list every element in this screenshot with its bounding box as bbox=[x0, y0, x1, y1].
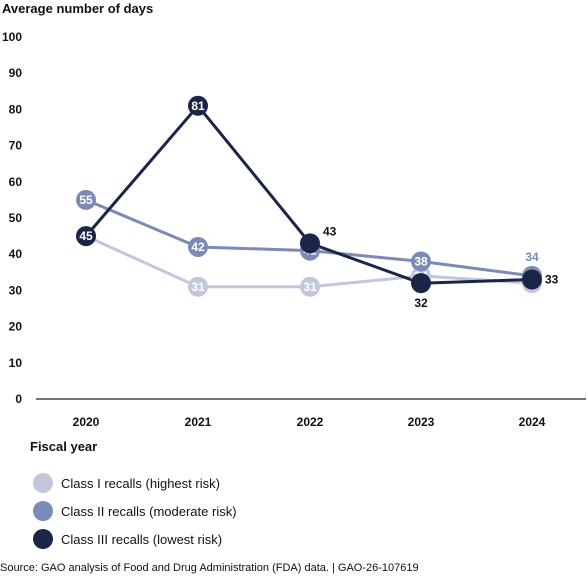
x-axis-title: Fiscal year bbox=[30, 439, 97, 454]
data-point bbox=[300, 276, 320, 297]
data-label: 45 bbox=[79, 229, 93, 243]
source-note: Source: GAO analysis of Food and Drug Ad… bbox=[0, 562, 419, 574]
data-label: 43 bbox=[323, 224, 337, 238]
data-label: 31 bbox=[303, 280, 317, 294]
y-tick-label: 0 bbox=[15, 392, 22, 406]
y-tick-label: 10 bbox=[9, 356, 23, 370]
data-point bbox=[188, 236, 208, 257]
y-tick-label: 80 bbox=[9, 102, 23, 116]
y-tick-label: 70 bbox=[9, 139, 23, 153]
data-label: 81 bbox=[191, 99, 205, 113]
data-label: 38 bbox=[414, 254, 428, 268]
data-point bbox=[76, 226, 96, 247]
data-label: 31 bbox=[191, 280, 205, 294]
data-label: 55 bbox=[79, 193, 93, 207]
data-label: 33 bbox=[545, 273, 559, 287]
data-label: 34 bbox=[525, 250, 539, 264]
x-tick-label: 2024 bbox=[519, 415, 546, 429]
data-label: 42 bbox=[191, 240, 205, 254]
y-tick-label: 90 bbox=[9, 66, 23, 80]
x-tick-label: 2020 bbox=[73, 415, 100, 429]
legend-label: Class III recalls (lowest risk) bbox=[61, 532, 222, 547]
legend-marker bbox=[33, 473, 53, 493]
y-tick-label: 50 bbox=[9, 211, 23, 225]
data-point bbox=[411, 273, 431, 294]
data-point bbox=[300, 233, 320, 254]
x-axis: 2020 2021 2022 2023 2024 bbox=[73, 415, 546, 429]
x-tick-label: 2021 bbox=[185, 415, 212, 429]
legend-label: Class II recalls (moderate risk) bbox=[61, 504, 237, 519]
data-point bbox=[522, 269, 542, 290]
legend-label: Class I recalls (highest risk) bbox=[61, 476, 220, 491]
y-axis: 0 10 20 30 40 50 60 70 80 90 100 bbox=[2, 30, 22, 406]
y-tick-label: 30 bbox=[9, 283, 23, 297]
y-tick-label: 60 bbox=[9, 175, 23, 189]
x-tick-label: 2023 bbox=[408, 415, 435, 429]
y-tick-label: 20 bbox=[9, 320, 23, 334]
legend: Class I recalls (highest risk) Class II r… bbox=[33, 473, 237, 549]
legend-marker bbox=[33, 501, 53, 521]
x-tick-label: 2022 bbox=[297, 415, 324, 429]
data-point bbox=[188, 276, 208, 297]
y-tick-label: 40 bbox=[9, 247, 23, 261]
data-point bbox=[188, 95, 208, 116]
legend-marker bbox=[33, 529, 53, 549]
data-point bbox=[411, 251, 431, 272]
y-tick-label: 100 bbox=[2, 30, 22, 44]
data-point bbox=[76, 189, 96, 210]
data-label: 32 bbox=[414, 296, 428, 310]
series-points: 453131343255424138344581433233 bbox=[76, 95, 559, 310]
chart-title: Average number of days bbox=[2, 1, 153, 16]
